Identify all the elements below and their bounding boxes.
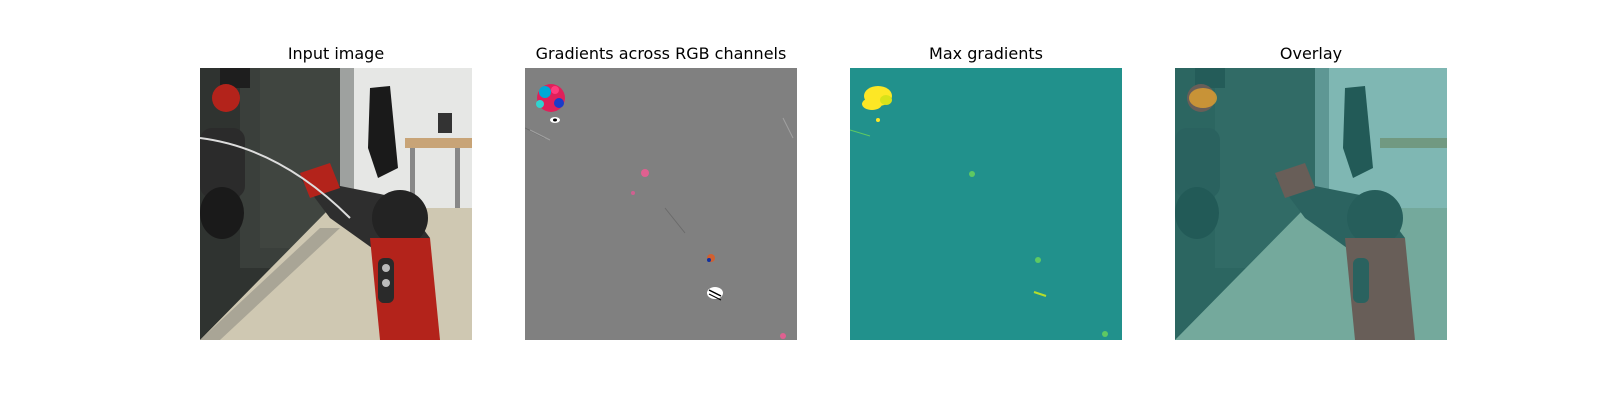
panel-input-image: Input image — [200, 40, 472, 340]
overlay-image — [1175, 68, 1447, 340]
panel-title: Max gradients — [929, 44, 1043, 63]
max-gradient-heatmap — [850, 68, 1122, 340]
panel-title: Gradients across RGB channels — [535, 44, 787, 63]
panel-rgb-gradients: Gradients across RGB channels — [525, 40, 797, 340]
input-image — [200, 68, 472, 340]
panel-max-gradients: Max gradients — [850, 40, 1122, 340]
rgb-gradient-image — [525, 68, 797, 340]
panel-title: Input image — [287, 44, 385, 63]
panel-title: Overlay — [1279, 44, 1343, 63]
panel-overlay: Overlay — [1175, 40, 1447, 340]
